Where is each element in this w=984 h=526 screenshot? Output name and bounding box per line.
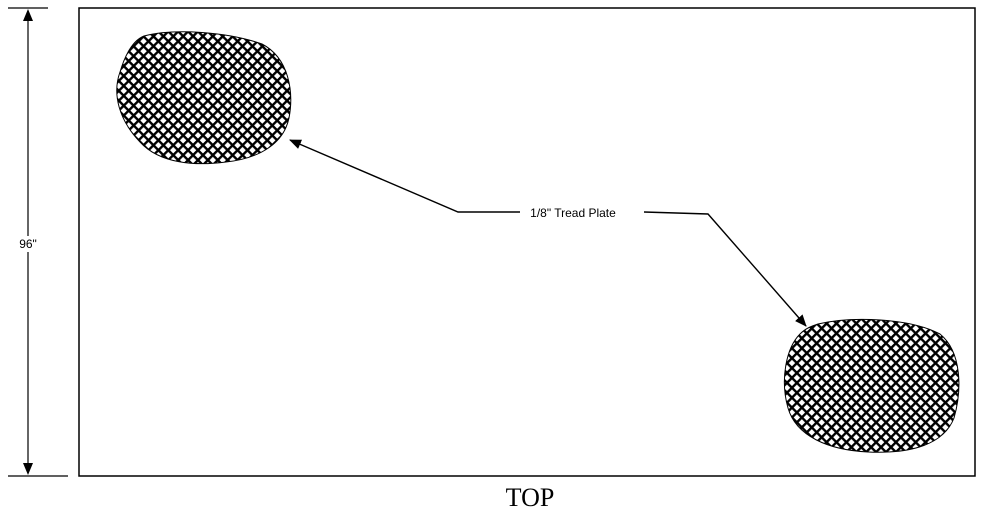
plate-outline <box>78 7 976 477</box>
callout-leader-left <box>289 139 520 213</box>
tread-plate-patch-lower-right <box>783 318 960 453</box>
view-title: TOP <box>506 483 555 512</box>
dimension-arrow-bottom <box>23 463 33 475</box>
height-dimension-label: 96" <box>19 237 37 251</box>
tread-plate-patch-upper-left <box>116 31 292 165</box>
dimension-arrow-top <box>23 9 33 21</box>
callout-leader-right <box>643 211 807 327</box>
callout-label: 1/8" Tread Plate <box>530 206 616 220</box>
height-dimension: 96" <box>8 7 68 477</box>
